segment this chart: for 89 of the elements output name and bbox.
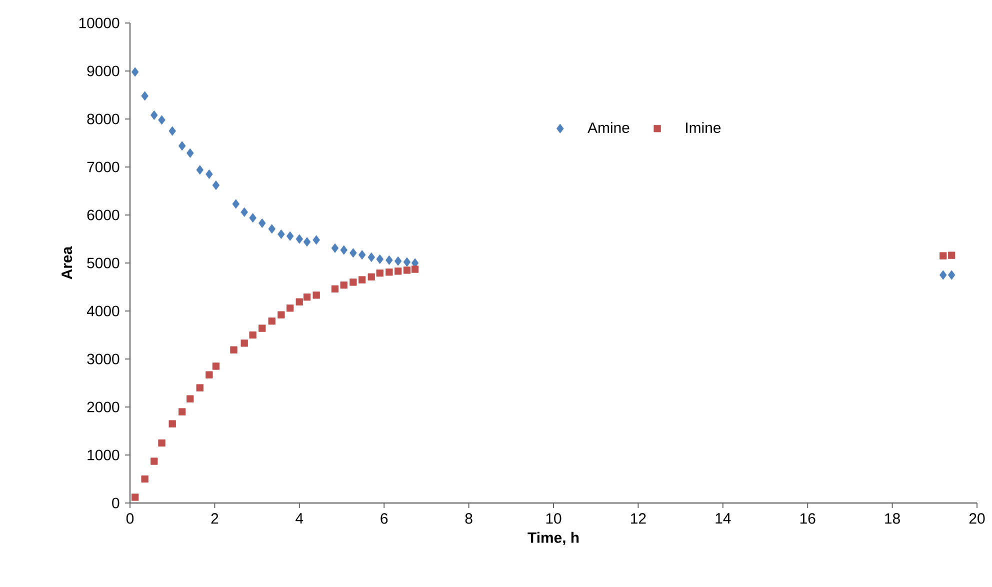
point — [368, 252, 376, 262]
point — [150, 110, 158, 120]
point — [158, 439, 166, 447]
point — [296, 234, 304, 244]
point — [232, 199, 240, 209]
x-tick-label: 10 — [546, 513, 562, 524]
point — [394, 256, 402, 266]
x-tick-label: 0 — [126, 513, 134, 524]
point — [386, 255, 393, 265]
point — [411, 266, 419, 273]
point — [296, 298, 303, 306]
point — [240, 207, 248, 217]
point — [196, 165, 204, 175]
point — [394, 268, 402, 275]
point — [286, 304, 294, 312]
point — [178, 408, 186, 416]
point — [168, 126, 176, 136]
x-tick-label: 6 — [380, 513, 388, 524]
point — [386, 268, 393, 276]
y-tick-label: 10000 — [79, 18, 120, 28]
x-tick-label: 16 — [800, 513, 816, 524]
point — [268, 224, 276, 234]
point — [131, 67, 139, 77]
y-axis-title: Area — [62, 246, 72, 280]
legend-label: Imine — [686, 122, 721, 134]
x-tick-label: 14 — [716, 513, 731, 524]
y-tick-label: 4000 — [86, 306, 120, 316]
y-tick-label: 5000 — [87, 258, 120, 268]
point — [186, 148, 194, 158]
point — [278, 229, 285, 239]
point — [196, 384, 204, 392]
legend-label: Amine — [588, 122, 630, 134]
point — [230, 346, 238, 354]
point — [178, 141, 186, 151]
y-tick-label: 1000 — [88, 450, 120, 460]
point — [206, 169, 213, 179]
point — [376, 269, 384, 277]
point — [150, 458, 158, 465]
point — [303, 237, 311, 247]
point — [240, 340, 248, 347]
x-tick-label: 20 — [969, 513, 985, 524]
point — [368, 273, 375, 281]
point — [249, 213, 256, 223]
x-tick-label: 12 — [631, 513, 646, 524]
y-tick-label: 6000 — [87, 210, 120, 220]
y-tick-label: 9000 — [87, 66, 120, 76]
point — [331, 285, 339, 293]
point — [131, 494, 139, 501]
x-tick-label: 18 — [885, 513, 900, 524]
point — [331, 243, 339, 253]
point — [358, 276, 366, 284]
point — [258, 218, 266, 228]
point — [249, 331, 256, 339]
point — [206, 371, 213, 378]
y-tick-label: 7000 — [87, 162, 120, 172]
point — [350, 278, 357, 286]
point — [168, 420, 176, 428]
point — [212, 180, 220, 190]
point — [948, 252, 956, 259]
x-tick-label: 2 — [211, 513, 218, 524]
y-tick-label: 8000 — [87, 114, 120, 124]
point — [350, 248, 357, 258]
x-tick-label: 8 — [465, 513, 472, 524]
y-tick-label: 3000 — [87, 354, 120, 364]
point — [141, 475, 148, 483]
point — [948, 270, 956, 280]
point — [286, 231, 294, 241]
point — [403, 257, 411, 267]
point — [403, 266, 411, 274]
point — [358, 250, 366, 260]
x-tick-label: 4 — [296, 513, 304, 524]
point — [340, 281, 348, 289]
point — [376, 254, 384, 264]
point — [939, 270, 947, 280]
point — [268, 317, 276, 325]
point — [940, 252, 947, 260]
point — [278, 311, 285, 318]
point — [340, 245, 348, 255]
point — [258, 324, 266, 332]
point — [303, 293, 311, 301]
point — [312, 292, 320, 299]
x-axis-title: Time, h — [528, 532, 579, 546]
point — [212, 362, 220, 370]
y-tick-label: 0 — [112, 498, 120, 508]
point — [158, 115, 166, 125]
y-tick-label: 2000 — [87, 402, 120, 412]
point — [186, 395, 194, 402]
point — [312, 235, 320, 245]
point — [141, 91, 148, 101]
